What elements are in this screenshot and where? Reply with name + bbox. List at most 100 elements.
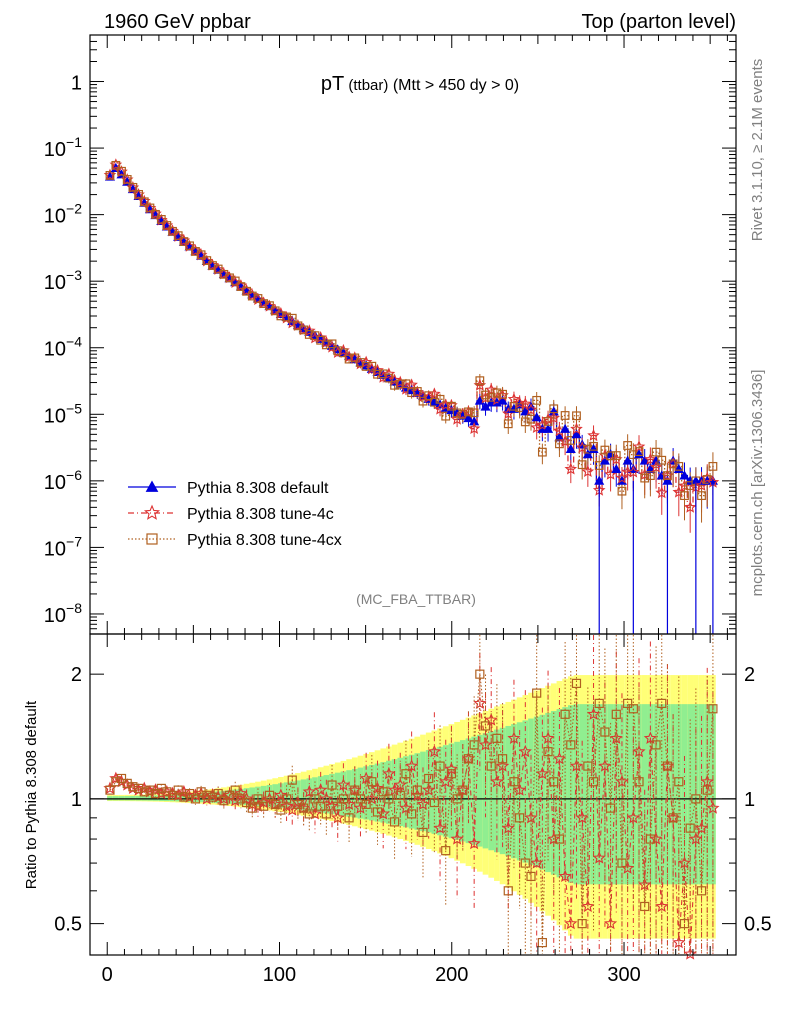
ratio-tune4cx-point (401, 769, 411, 779)
point-tune4cx (361, 362, 371, 371)
ratio-tune4c-point (427, 744, 441, 758)
ratio-tune4c-point (564, 916, 578, 930)
point-tune4c (388, 373, 401, 386)
point-tune4cx (327, 339, 337, 349)
ratio-tune4cx-point (458, 785, 468, 795)
band-tune4cx (124, 796, 131, 801)
band-tune4cx (522, 720, 529, 863)
ratio-tune4cx-point (407, 809, 417, 819)
point-tune4cx (594, 461, 604, 470)
ratio-tune4cx-point (623, 698, 633, 709)
point-tune4cx (287, 313, 297, 323)
ratio-tune4cx-point (577, 919, 587, 929)
ratio-tune4cx-point (128, 782, 138, 792)
band-tune4cx (295, 780, 301, 810)
ratio-tune4cx-point (412, 785, 422, 795)
ratio-tune4cx-point (224, 790, 235, 800)
ratio-tune4cx-point (583, 761, 593, 771)
point-tune4cx (139, 197, 149, 207)
ratio-tune4cx-point (424, 773, 434, 784)
band-tune4cx (107, 796, 113, 801)
point-tune4cx (111, 160, 121, 170)
ratio-tune4c-point (535, 766, 549, 780)
ratio-tune4cx-point (628, 704, 638, 714)
band-tune4cx (403, 756, 409, 828)
x-tick-label: 300 (607, 964, 640, 986)
band-tune4cx (334, 772, 341, 815)
point-tune4cx (537, 447, 547, 457)
point-default (497, 395, 508, 405)
band-tune4cx (579, 704, 586, 885)
axes-frames: 0 100 200 300 0.5 0.5 1 1 2 2 (54, 34, 772, 986)
point-default (520, 406, 531, 416)
ratio-tune4cx-point (213, 788, 223, 799)
ratio-tune4cx-point (645, 834, 655, 844)
ratio-tune4c-point (279, 799, 294, 812)
point-default (611, 463, 622, 473)
ratio-tune4cx-point (497, 754, 508, 764)
ratio-tune4c-point (109, 771, 123, 785)
band-tune4cx (289, 781, 296, 810)
point-tune4cx (498, 389, 507, 399)
point-tune4cx (697, 491, 706, 501)
point-tune4cx (634, 447, 644, 457)
ratio-tune4cx-point (287, 775, 297, 785)
ratio-tune4cx-point (554, 834, 565, 844)
point-tune4cx (668, 459, 678, 469)
ratio-tune4c-point (370, 781, 385, 795)
point-tune4c (564, 462, 578, 475)
band-tune4cx (465, 738, 472, 844)
ratio-tune4cx-point (241, 797, 252, 808)
point-tune4cx (134, 189, 143, 199)
point-tune4cx (230, 276, 240, 286)
band-tune4cx (414, 753, 421, 830)
ratio-tune4c-point (478, 737, 493, 751)
series-tune4c-line (107, 164, 716, 508)
point-tune4cx (253, 294, 263, 303)
point-tune4cx (299, 325, 309, 335)
band-tune4cx (585, 704, 591, 885)
rivet-label: Rivet 3.1.10, ≥ 2.1M events (749, 59, 766, 242)
ratio-y-tick-label: 1 (71, 789, 82, 811)
band-tune4cx (118, 796, 125, 801)
ratio-tune4cx-point (469, 740, 479, 750)
ratio-tune4cx-point (435, 761, 445, 771)
point-tune4cx (589, 441, 598, 451)
ratio-tune4cx-point (526, 871, 536, 882)
ratio-tune4cx-point (571, 678, 582, 688)
legend-marker-default (145, 480, 159, 492)
title-rest: (Mtt > 450 dy > 0) (388, 77, 519, 94)
ratio-tune4cx-point (316, 801, 326, 811)
point-tune4c (371, 363, 384, 376)
ratio-tune4c-point (683, 947, 697, 960)
ratio-tune4cx-point (549, 777, 559, 787)
ratio-tune4c-point (689, 832, 703, 845)
ratio-tune4cx-point (333, 801, 343, 811)
band-tune4cx (658, 704, 665, 885)
ratio-tune4c-point (393, 778, 407, 791)
point-default (463, 413, 474, 423)
ratio-tune4cx-point (594, 698, 604, 709)
point-tune4cx (128, 182, 138, 192)
point-tune4c (649, 460, 663, 473)
ratio-tune4cx-point (537, 937, 547, 948)
point-tune4c (683, 500, 697, 513)
point-tune4cx (600, 445, 610, 455)
ratio-y-tick-label-right: 2 (744, 664, 755, 686)
point-tune4cx (708, 461, 718, 471)
legend-marker-tune4cx (146, 533, 158, 545)
point-tune4cx (680, 491, 689, 501)
point-tune4c (587, 428, 600, 441)
point-tune4c (359, 355, 373, 368)
point-tune4c (558, 434, 572, 447)
point-tune4cx (441, 411, 451, 421)
ratio-tune4c-point (592, 851, 606, 864)
ratio-tune4cx-point (708, 704, 718, 714)
band-tune4cx (573, 704, 580, 885)
band-tune4cx (346, 770, 352, 817)
point-tune4c (672, 485, 686, 498)
point-tune4cx (196, 250, 206, 260)
ratio-tune4c-point (615, 774, 629, 788)
ratio-tune4cx-point (372, 807, 383, 817)
